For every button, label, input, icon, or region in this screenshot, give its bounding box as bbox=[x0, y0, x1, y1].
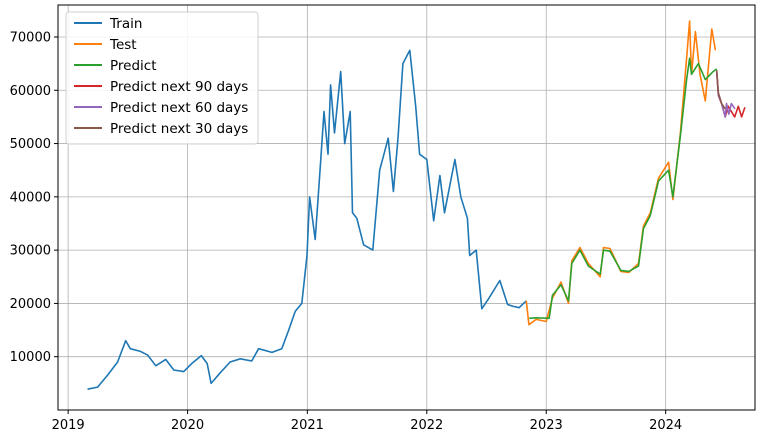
legend-label: Train bbox=[109, 16, 142, 32]
x-tick-label: 2020 bbox=[171, 418, 204, 433]
legend-label: Predict next 30 days bbox=[110, 121, 248, 137]
legend: Train Test Predict Predict next 90 days Pred… bbox=[65, 11, 259, 145]
y-tick-label: 10000 bbox=[10, 350, 51, 365]
x-tick-label: 2022 bbox=[410, 418, 443, 433]
legend-label: Test bbox=[109, 37, 137, 53]
legend-label: Predict next 90 days bbox=[110, 79, 248, 95]
x-tick-label: 2023 bbox=[530, 418, 563, 433]
series-line-predict bbox=[529, 57, 718, 320]
legend-box bbox=[65, 11, 259, 145]
plot-frame bbox=[57, 4, 756, 411]
y-tick-label: 30000 bbox=[10, 244, 51, 259]
y-axis: 10000 20000 30000 40000 50000 60000 70000 bbox=[10, 30, 58, 365]
y-tick-label: 20000 bbox=[10, 297, 51, 312]
series-lines bbox=[87, 20, 746, 390]
series-line-test bbox=[525, 20, 717, 326]
series-line-predict-next-90-days bbox=[715, 71, 746, 118]
y-tick-label: 70000 bbox=[10, 30, 51, 45]
y-tick-label: 60000 bbox=[10, 84, 51, 99]
x-tick-label: 2021 bbox=[291, 418, 324, 433]
legend-label: Predict next 60 days bbox=[110, 100, 248, 116]
series-line-predict-next-30-days bbox=[715, 69, 726, 110]
y-tick-label: 40000 bbox=[10, 190, 51, 205]
x-axis: 2019 2020 2021 2022 2023 2024 bbox=[52, 410, 682, 433]
legend-label: Predict bbox=[110, 58, 157, 74]
x-tick-label: 2024 bbox=[649, 418, 682, 433]
x-tick-label: 2019 bbox=[52, 418, 85, 433]
y-tick-label: 50000 bbox=[10, 137, 51, 152]
series-line-train bbox=[87, 49, 527, 390]
